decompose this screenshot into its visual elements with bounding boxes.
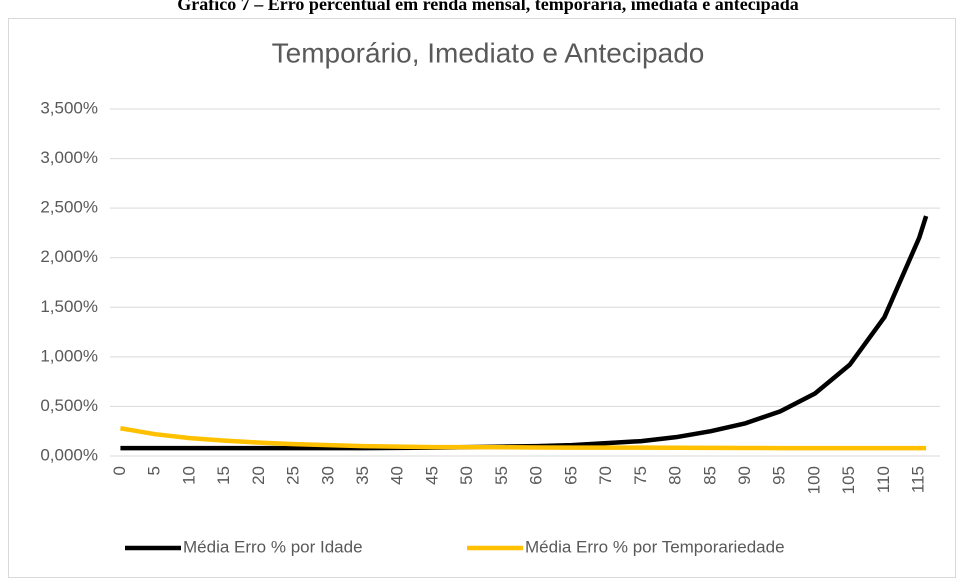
y-tick-label: 1,000% — [40, 346, 98, 365]
y-tick-label: 0,500% — [40, 396, 98, 415]
x-tick-label: 40 — [388, 466, 407, 485]
x-tick-label: 65 — [561, 466, 580, 485]
x-tick-label: 60 — [527, 466, 546, 485]
x-tick-label: 0 — [110, 466, 129, 475]
x-tick-label: 115 — [909, 466, 928, 493]
legend-label: Média Erro % por Temporariedade — [525, 537, 785, 556]
x-tick-label: 25 — [284, 466, 303, 485]
x-tick-label: 75 — [631, 466, 650, 485]
x-tick-label: 45 — [422, 466, 441, 485]
chart-title: Temporário, Imediato e Antecipado — [272, 37, 705, 68]
x-tick-label: 80 — [666, 466, 685, 485]
y-tick-label: 2,000% — [40, 247, 98, 266]
y-tick-label: 2,500% — [40, 198, 98, 217]
x-tick-label: 85 — [700, 466, 719, 485]
line-series — [120, 215, 929, 451]
x-tick-label: 90 — [735, 466, 754, 485]
x-tick-label: 5 — [145, 466, 164, 475]
y-tick-label: 3,500% — [40, 98, 98, 117]
x-tick-label: 20 — [249, 466, 268, 485]
x-tick-label: 110 — [874, 466, 893, 493]
x-tick-label: 15 — [214, 466, 233, 485]
x-tick-label: 10 — [179, 466, 198, 485]
line-series — [120, 426, 927, 451]
caption: Gráfico 7 – Erro percentual em renda men… — [177, 0, 798, 14]
x-tick-label: 55 — [492, 466, 511, 485]
x-tick-label: 70 — [596, 466, 615, 485]
y-tick-label: 1,500% — [40, 297, 98, 316]
chart-border — [8, 18, 956, 578]
x-tick-label: 95 — [770, 466, 789, 485]
x-tick-label: 50 — [457, 466, 476, 485]
x-tick-label: 105 — [839, 466, 858, 494]
y-tick-label: 0,000% — [40, 445, 98, 464]
x-tick-label: 100 — [804, 466, 823, 494]
y-tick-label: 3,000% — [40, 148, 98, 167]
x-tick-label: 35 — [353, 466, 372, 485]
x-tick-label: 30 — [318, 466, 337, 485]
legend-label: Média Erro % por Idade — [183, 537, 363, 556]
